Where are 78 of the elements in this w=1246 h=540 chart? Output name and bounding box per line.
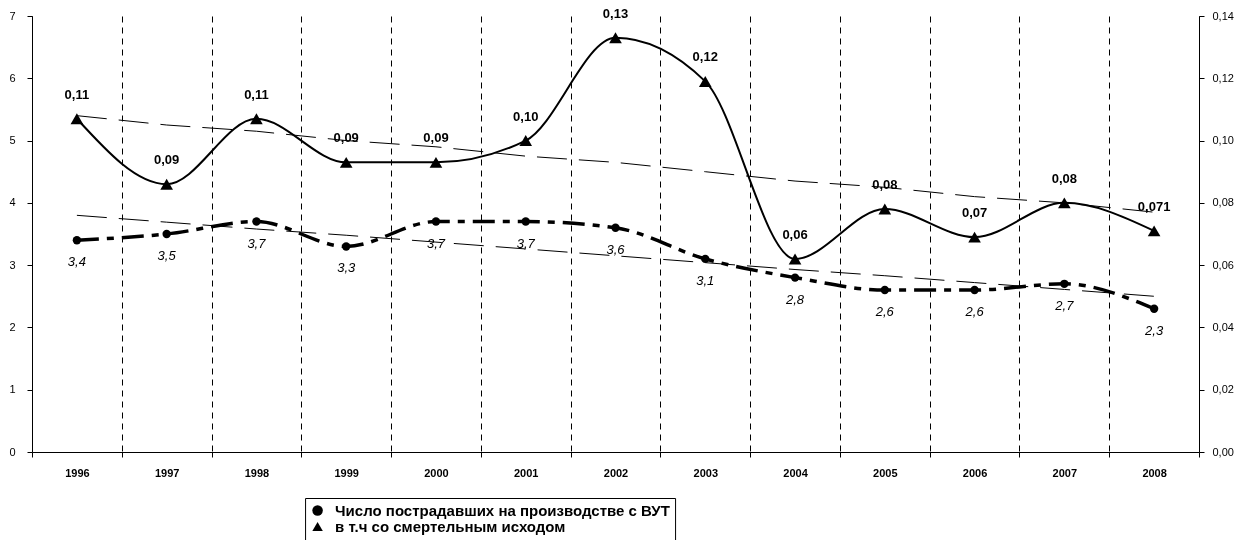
data-label: 0,07 — [961, 205, 988, 221]
legend-label: Число пострадавших на производстве с ВУТ — [335, 501, 670, 519]
data-label: 0,10 — [513, 108, 539, 124]
data-label: 3,1 — [696, 272, 715, 288]
point — [1147, 225, 1161, 237]
data-label: 2,8 — [785, 291, 805, 307]
y2-tick-label: 0,10 — [1212, 134, 1234, 147]
y-tick-label: 7 — [9, 9, 16, 22]
y2-tick-label: 0,02 — [1212, 383, 1234, 396]
x-tick-label: 2005 — [873, 466, 898, 479]
x-tick-label: 2003 — [693, 466, 719, 479]
data-label: 3,5 — [157, 248, 177, 263]
point — [1149, 304, 1159, 313]
data-label: 3,6 — [606, 241, 626, 257]
point — [519, 135, 533, 147]
point — [72, 236, 82, 245]
data-label: 2,6 — [964, 304, 985, 320]
point — [611, 223, 620, 232]
data-label: 0,071 — [1137, 198, 1171, 214]
y2-tick-label: 0,04 — [1212, 320, 1234, 333]
y-tick-label: 1 — [9, 383, 16, 396]
data-label: 0,06 — [782, 226, 808, 242]
point — [70, 113, 84, 125]
data-label: 3,7 — [516, 235, 536, 251]
point — [162, 229, 171, 239]
x-tick-label: 2002 — [603, 466, 629, 479]
point — [521, 217, 530, 226]
y-tick-label: 3 — [9, 258, 16, 271]
data-label: 0,09 — [154, 152, 180, 168]
data-label: 2,7 — [1054, 297, 1075, 313]
point — [701, 254, 710, 264]
data-label: 0,13 — [602, 5, 629, 21]
data-label: 0,12 — [692, 49, 718, 65]
x-tick-label: 2008 — [1142, 466, 1167, 479]
point — [431, 217, 441, 226]
x-tick-label: 1998 — [244, 466, 270, 479]
data-label: 3,7 — [247, 235, 267, 251]
y2-tick-label: 0,08 — [1212, 196, 1234, 209]
y2-tick-label: 0,12 — [1212, 71, 1234, 84]
x-tick-label: 2001 — [513, 466, 539, 479]
y-tick-label: 4 — [9, 196, 16, 209]
point — [252, 217, 261, 226]
y2-tick-label: 0,14 — [1212, 9, 1234, 22]
data-label: 0,09 — [423, 130, 449, 146]
point — [609, 32, 622, 44]
x-tick-label: 1997 — [154, 466, 180, 479]
y2-tick-label: 0,06 — [1212, 258, 1234, 271]
point — [339, 156, 353, 168]
point — [160, 178, 173, 190]
data-label: 2,3 — [1144, 322, 1164, 338]
x-tick-label: 1996 — [65, 466, 90, 479]
point — [790, 273, 800, 282]
x-tick-label: 2006 — [962, 466, 988, 479]
y-tick-label: 0 — [9, 445, 16, 458]
point — [788, 253, 802, 265]
x-tick-label: 2000 — [424, 466, 449, 479]
point — [970, 285, 979, 295]
point — [429, 156, 443, 168]
point — [968, 231, 981, 243]
y2-tick-label: 0,00 — [1212, 445, 1234, 458]
y-tick-label: 2 — [9, 320, 16, 333]
point — [880, 285, 889, 295]
point — [1060, 279, 1069, 288]
data-label: 2,6 — [874, 304, 895, 320]
point — [250, 113, 263, 125]
x-tick-label: 1999 — [334, 466, 359, 479]
x-tick-label: 2004 — [783, 466, 809, 479]
y-tick-label: 5 — [9, 134, 16, 147]
point — [698, 75, 712, 87]
x-tick-label: 2007 — [1052, 466, 1078, 479]
point — [878, 203, 892, 215]
point — [342, 242, 351, 251]
data-label: 0,11 — [244, 86, 269, 102]
data-label: 0,08 — [1051, 170, 1077, 186]
data-label: 3,3 — [337, 260, 356, 276]
y-tick-label: 6 — [9, 71, 16, 84]
data-label: 0,11 — [64, 86, 90, 102]
data-label: 3,4 — [67, 254, 86, 270]
